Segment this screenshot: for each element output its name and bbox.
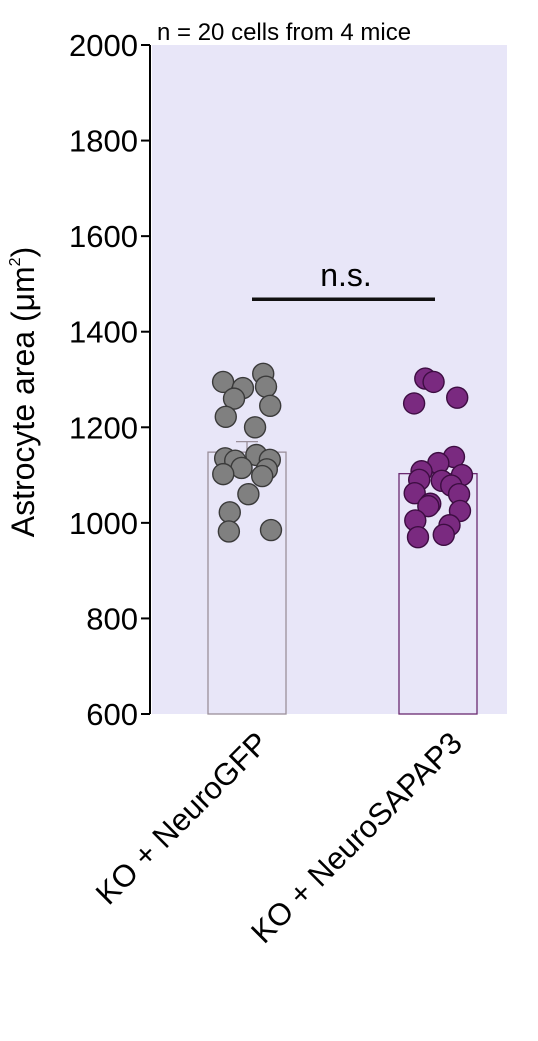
data-point xyxy=(432,523,455,547)
y-tick-label: 1200 xyxy=(69,410,138,445)
data-point xyxy=(217,520,241,543)
data-point xyxy=(211,370,235,394)
x-tick-label: KO + NeuroSAPAP3 xyxy=(244,725,469,950)
data-point xyxy=(406,525,430,549)
y-axis-label-superscript: 2 xyxy=(7,257,24,266)
y-tick-label: 1600 xyxy=(69,219,138,254)
data-point xyxy=(254,375,278,398)
y-tick-label: 1400 xyxy=(69,315,138,350)
data-point xyxy=(402,392,426,415)
plot-background xyxy=(152,45,507,714)
data-point xyxy=(417,494,440,518)
data-point xyxy=(259,518,283,542)
y-tick-label: 2000 xyxy=(69,28,138,63)
data-point xyxy=(250,464,274,488)
data-point xyxy=(259,394,282,417)
y-axis-label-main: Astrocyte area (μm xyxy=(5,266,41,537)
points-layer xyxy=(211,362,474,549)
data-point xyxy=(222,387,246,410)
y-axis-label-close: ) xyxy=(5,247,41,258)
data-point xyxy=(403,482,426,505)
data-point xyxy=(218,501,241,524)
chart-subtitle: n = 20 cells from 4 mice xyxy=(157,19,411,46)
data-point xyxy=(446,386,469,409)
y-axis-label: Astrocyte area (μm2) xyxy=(5,247,41,538)
y-tick-label: 1000 xyxy=(69,506,138,541)
significance-label: n.s. xyxy=(320,257,372,293)
y-tick-label: 1800 xyxy=(69,124,138,159)
data-point xyxy=(243,416,267,439)
data-point xyxy=(237,482,260,506)
data-point xyxy=(214,405,237,428)
y-tick-label: 600 xyxy=(86,697,138,732)
y-tick-label: 800 xyxy=(86,601,138,636)
data-point xyxy=(422,370,445,394)
data-point xyxy=(212,462,235,486)
y-ticks-layer: 600 800 1000 1200 1400 1600 1800 2000 xyxy=(69,28,150,732)
x-tick-label: KO + NeuroGFP xyxy=(89,725,275,911)
